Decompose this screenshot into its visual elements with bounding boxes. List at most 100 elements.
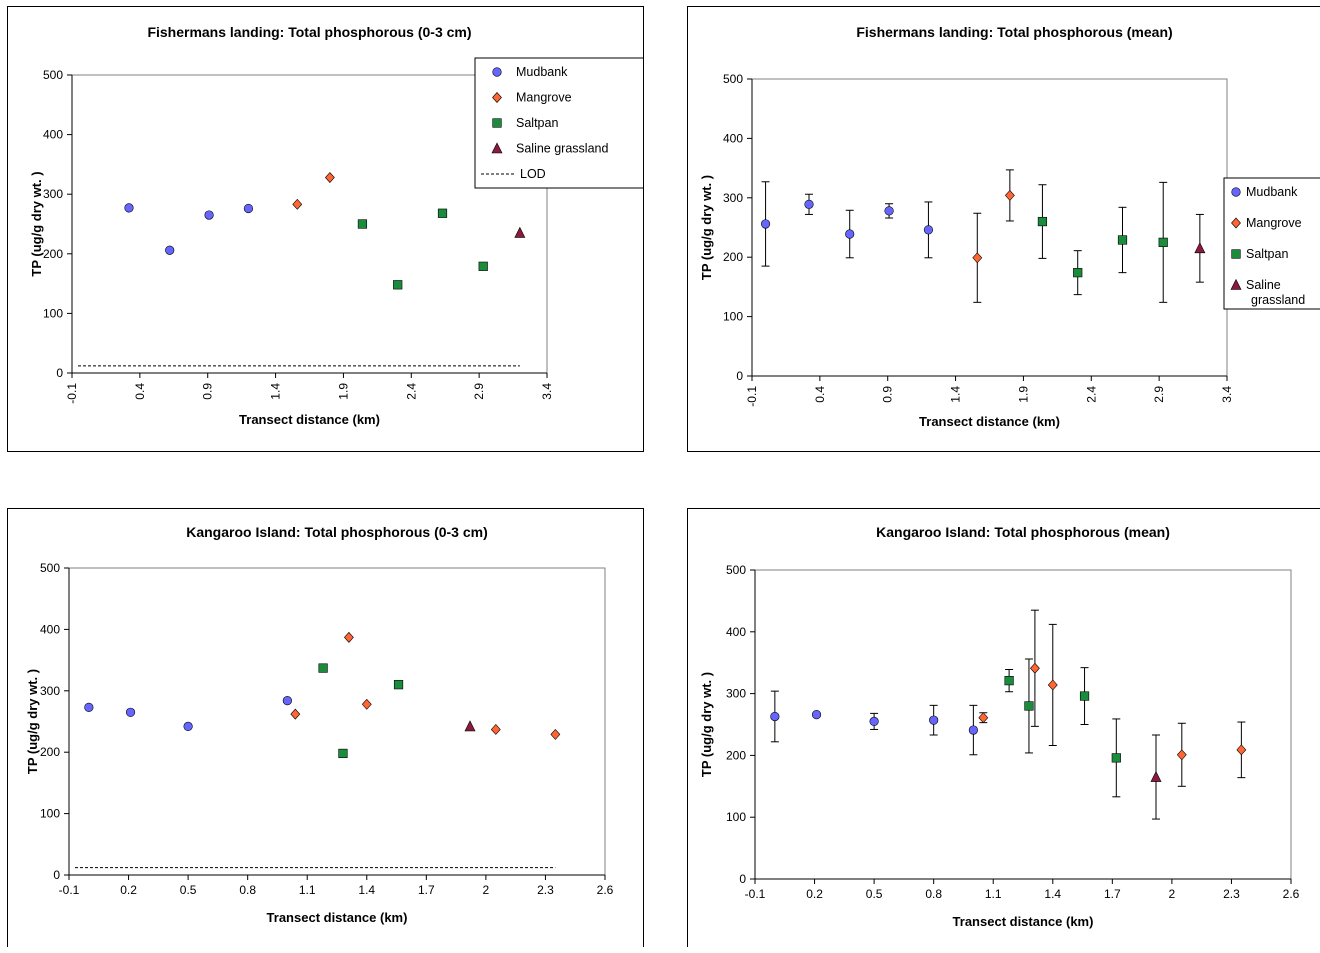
data-point-mangrove — [490, 724, 501, 735]
data-point-saltpan — [318, 663, 328, 673]
legend-label: Mangrove — [1246, 216, 1302, 230]
x-tick-label: 0.5 — [180, 883, 197, 897]
legend-marker — [1231, 187, 1241, 197]
data-point-mudbank — [869, 716, 879, 727]
y-tick-label: 200 — [726, 748, 746, 762]
chart-fl-surface: Fishermans landing: Total phosphorous (0… — [29, 24, 645, 427]
data-point-mangrove — [1176, 749, 1187, 761]
y-tick-label: 0 — [56, 366, 63, 380]
data-point-saline-grassland — [514, 226, 526, 238]
legend-label: Saline grassland — [516, 142, 608, 156]
data-point-mangrove — [1047, 679, 1058, 691]
y-tick-label: 400 — [723, 131, 743, 145]
y-axis-label: TP (ug/g dry wt. ) — [29, 171, 44, 276]
x-tick-label: 3.4 — [1220, 386, 1234, 403]
x-tick-label: 0.4 — [813, 386, 827, 403]
data-point-mudbank — [884, 206, 894, 216]
plot-area — [754, 569, 1292, 880]
y-tick-label: 400 — [726, 625, 746, 639]
data-point-mudbank — [923, 225, 934, 235]
y-tick-label: 100 — [40, 807, 60, 821]
data-point-mudbank — [183, 721, 193, 732]
legend-label: Mangrove — [516, 91, 572, 105]
data-point-saltpan — [1004, 676, 1014, 686]
data-point-mangrove — [344, 631, 354, 643]
data-point-mudbank — [243, 203, 254, 214]
x-tick-label: 0.2 — [120, 883, 137, 897]
legend-label: Saltpan — [516, 116, 558, 130]
y-tick-label: 500 — [40, 561, 60, 575]
x-tick-label: 2.3 — [537, 883, 554, 897]
plot-area — [71, 74, 548, 374]
x-tick-label: 1.4 — [949, 386, 963, 403]
x-tick-label: 2.4 — [1084, 386, 1098, 403]
y-tick-label: 300 — [723, 191, 743, 205]
x-tick-label: 0.8 — [925, 887, 942, 901]
data-point-saltpan — [478, 261, 488, 271]
data-point-mudbank — [804, 199, 814, 209]
x-tick-label: 1.9 — [336, 383, 350, 400]
legend-marker — [1231, 249, 1241, 259]
legend-label: Mudbank — [516, 65, 568, 79]
x-tick-label: -0.1 — [65, 383, 79, 404]
x-tick-label: 1.4 — [269, 383, 283, 400]
x-tick-label: 1.7 — [418, 883, 435, 897]
y-tick-label: 400 — [43, 128, 63, 142]
data-point-saltpan — [1079, 691, 1090, 701]
data-point-saltpan — [1024, 701, 1034, 711]
chart-title: Kangaroo Island: Total phosphorous (0-3 … — [186, 524, 488, 540]
y-axis-label: TP (ug/g dry wt. ) — [699, 672, 714, 777]
x-tick-label: 2.9 — [1152, 386, 1166, 403]
y-tick-label: 300 — [43, 187, 63, 201]
chart-panel-ki-mean: Kangaroo Island: Total phosphorous (mean… — [687, 508, 1320, 947]
data-point-saltpan — [1158, 237, 1168, 247]
chart-panel-ki-surface: Kangaroo Island: Total phosphorous (0-3 … — [7, 508, 644, 947]
x-tick-label: 1.7 — [1104, 887, 1121, 901]
chart-title: Fishermans landing: Total phosphorous (m… — [856, 24, 1172, 40]
x-tick-label: -0.1 — [745, 386, 759, 407]
x-tick-label: 1.1 — [299, 883, 316, 897]
data-point-mudbank — [84, 702, 94, 712]
chart-ki-mean: Kangaroo Island: Total phosphorous (mean… — [699, 524, 1300, 929]
legend-label: LOD — [520, 167, 546, 181]
y-tick-label: 500 — [723, 72, 743, 86]
legend-marker — [492, 67, 502, 77]
legend-marker — [492, 118, 502, 128]
x-tick-label: 1.4 — [358, 883, 375, 897]
data-point-mudbank — [124, 203, 134, 213]
y-tick-label: 200 — [43, 247, 63, 261]
data-point-saline-grassland — [1194, 242, 1206, 254]
chart-title: Kangaroo Island: Total phosphorous (mean… — [876, 524, 1170, 540]
data-point-saline-grassland — [464, 720, 476, 732]
legend-marker — [492, 92, 502, 103]
x-axis-label: Transect distance (km) — [919, 414, 1060, 429]
data-point-saltpan — [393, 680, 404, 690]
data-point-mudbank — [770, 711, 780, 722]
x-tick-label: 2 — [1169, 887, 1176, 901]
data-point-mangrove — [972, 252, 983, 264]
x-axis-label: Transect distance (km) — [267, 910, 408, 925]
x-tick-label: 0.5 — [866, 887, 883, 901]
data-point-mudbank — [811, 710, 822, 720]
x-tick-label: 2.4 — [404, 383, 418, 400]
x-tick-label: 1.9 — [1016, 386, 1030, 403]
legend-label: Mudbank — [1246, 185, 1298, 199]
legend-marker — [491, 142, 503, 154]
y-tick-label: 200 — [723, 250, 743, 264]
data-point-mangrove — [1004, 189, 1015, 201]
chart-panel-fl-mean: Fishermans landing: Total phosphorous (m… — [687, 6, 1320, 452]
data-point-mudbank — [165, 245, 175, 255]
chart-fl-mean: Fishermans landing: Total phosphorous (m… — [699, 24, 1320, 429]
x-tick-label: 0.9 — [201, 383, 215, 400]
y-tick-label: 100 — [726, 810, 746, 824]
y-tick-label: 300 — [40, 684, 60, 698]
y-tick-label: 400 — [40, 622, 60, 636]
data-point-mudbank — [282, 696, 292, 706]
y-tick-label: 200 — [40, 745, 60, 759]
data-point-mangrove — [324, 172, 335, 183]
legend-marker — [1230, 278, 1242, 290]
data-point-mangrove — [361, 698, 372, 710]
data-point-saline-grassland — [1150, 770, 1162, 782]
data-point-mudbank — [968, 725, 978, 735]
x-tick-label: 2.9 — [472, 383, 486, 400]
